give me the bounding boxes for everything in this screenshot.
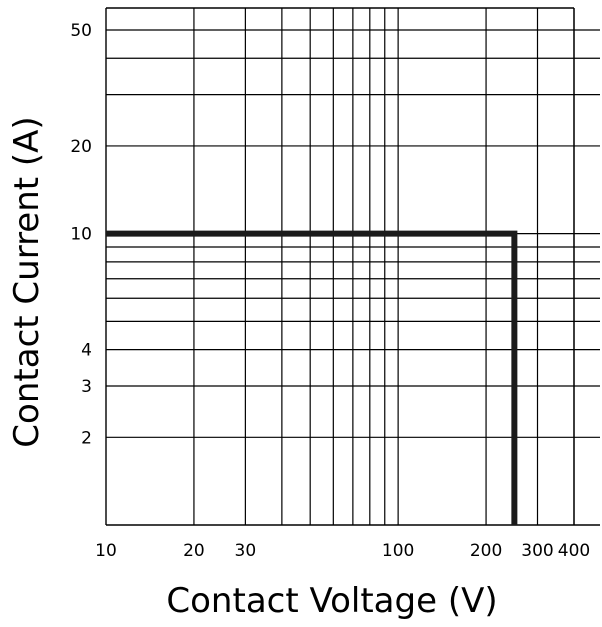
y-tick-label-4: 4	[81, 341, 92, 361]
y-axis-title: Contact Current (A)	[7, 116, 47, 447]
x-tick-label-200: 200	[470, 541, 502, 561]
y-tick-label-2: 2	[81, 428, 92, 448]
x-tick-label-30: 30	[235, 541, 257, 561]
y-tick-label-10: 10	[70, 225, 92, 245]
y-tick-label-50: 50	[70, 21, 92, 41]
x-tick-label-100: 100	[382, 541, 414, 561]
x-axis-title: Contact Voltage (V)	[166, 581, 497, 621]
grid-layer	[106, 8, 600, 525]
x-tick-label-300: 300	[521, 541, 553, 561]
x-tick-label-20: 20	[183, 541, 205, 561]
x-tick-label-400: 400	[558, 541, 590, 561]
y-tick-label-20: 20	[70, 137, 92, 157]
y-tick-label-3: 3	[81, 377, 92, 397]
x-tick-label-10: 10	[95, 541, 117, 561]
